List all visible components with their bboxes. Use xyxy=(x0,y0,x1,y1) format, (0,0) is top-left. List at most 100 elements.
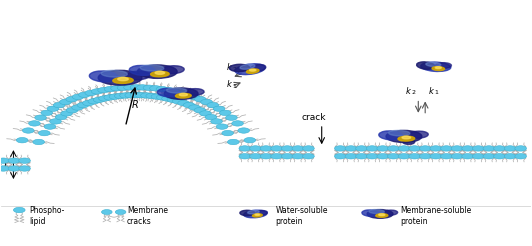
Circle shape xyxy=(115,210,126,215)
Circle shape xyxy=(143,85,155,91)
Circle shape xyxy=(189,105,201,110)
Circle shape xyxy=(35,115,46,120)
Circle shape xyxy=(82,100,94,106)
Ellipse shape xyxy=(246,69,259,73)
Ellipse shape xyxy=(435,63,452,68)
Circle shape xyxy=(16,138,28,143)
Circle shape xyxy=(483,154,495,159)
Ellipse shape xyxy=(379,214,385,216)
Ellipse shape xyxy=(367,210,393,218)
Ellipse shape xyxy=(235,64,265,75)
Text: k: k xyxy=(226,80,231,89)
Ellipse shape xyxy=(369,210,385,214)
Circle shape xyxy=(13,207,25,213)
Circle shape xyxy=(88,99,99,104)
Ellipse shape xyxy=(89,71,118,82)
Circle shape xyxy=(130,92,142,98)
Circle shape xyxy=(281,146,293,151)
Text: crack: crack xyxy=(302,113,326,122)
Circle shape xyxy=(451,146,463,151)
Ellipse shape xyxy=(403,139,415,144)
Circle shape xyxy=(356,146,368,151)
Circle shape xyxy=(172,99,184,104)
Ellipse shape xyxy=(376,214,388,217)
Circle shape xyxy=(85,90,97,96)
Ellipse shape xyxy=(151,71,169,77)
Circle shape xyxy=(377,154,388,159)
Circle shape xyxy=(472,154,484,159)
Circle shape xyxy=(205,114,217,120)
Circle shape xyxy=(430,154,442,159)
Ellipse shape xyxy=(253,214,262,217)
Circle shape xyxy=(163,87,174,93)
Ellipse shape xyxy=(383,210,397,215)
Text: 2: 2 xyxy=(412,90,416,95)
Circle shape xyxy=(53,102,65,108)
Circle shape xyxy=(462,146,473,151)
Ellipse shape xyxy=(167,88,187,93)
Circle shape xyxy=(387,154,399,159)
Circle shape xyxy=(149,86,161,91)
Circle shape xyxy=(345,146,357,151)
Ellipse shape xyxy=(176,93,191,98)
Text: 1: 1 xyxy=(232,84,236,89)
Circle shape xyxy=(146,93,157,99)
Circle shape xyxy=(303,146,314,151)
Circle shape xyxy=(104,86,116,92)
Circle shape xyxy=(49,119,61,124)
Circle shape xyxy=(260,146,272,151)
Circle shape xyxy=(98,87,110,93)
Ellipse shape xyxy=(140,65,164,71)
Ellipse shape xyxy=(185,89,204,95)
Circle shape xyxy=(409,154,420,159)
Circle shape xyxy=(44,124,56,129)
Ellipse shape xyxy=(255,214,260,215)
Circle shape xyxy=(335,154,346,159)
Text: Membrane-soluble
protein: Membrane-soluble protein xyxy=(400,206,471,227)
Circle shape xyxy=(335,146,346,151)
Circle shape xyxy=(515,146,527,151)
Circle shape xyxy=(162,96,173,101)
Ellipse shape xyxy=(435,67,442,69)
Circle shape xyxy=(79,92,90,97)
Circle shape xyxy=(226,115,237,120)
Circle shape xyxy=(440,146,452,151)
Circle shape xyxy=(120,93,131,98)
Circle shape xyxy=(440,154,452,159)
Circle shape xyxy=(219,110,231,116)
Circle shape xyxy=(213,106,225,111)
Ellipse shape xyxy=(179,93,187,96)
Circle shape xyxy=(183,102,195,108)
Circle shape xyxy=(178,100,189,106)
Ellipse shape xyxy=(162,66,184,74)
Ellipse shape xyxy=(250,69,256,71)
Circle shape xyxy=(430,146,442,151)
Ellipse shape xyxy=(255,211,268,215)
Ellipse shape xyxy=(426,62,441,67)
Ellipse shape xyxy=(388,130,410,136)
Circle shape xyxy=(281,154,293,159)
Circle shape xyxy=(61,111,72,116)
Circle shape xyxy=(109,94,121,99)
Circle shape xyxy=(356,154,368,159)
Ellipse shape xyxy=(113,77,133,83)
Circle shape xyxy=(19,166,30,171)
Circle shape xyxy=(483,146,495,151)
Ellipse shape xyxy=(98,70,142,85)
Circle shape xyxy=(271,146,282,151)
Ellipse shape xyxy=(421,62,451,72)
Text: l: l xyxy=(3,160,6,169)
Circle shape xyxy=(494,146,505,151)
Circle shape xyxy=(8,166,20,171)
Circle shape xyxy=(130,85,142,90)
Ellipse shape xyxy=(386,130,422,142)
Ellipse shape xyxy=(101,70,127,77)
Ellipse shape xyxy=(250,64,266,71)
Circle shape xyxy=(123,85,135,90)
Circle shape xyxy=(167,97,179,102)
Circle shape xyxy=(135,92,147,98)
Ellipse shape xyxy=(432,67,445,71)
Circle shape xyxy=(22,128,34,133)
Circle shape xyxy=(472,146,484,151)
Circle shape xyxy=(504,154,516,159)
